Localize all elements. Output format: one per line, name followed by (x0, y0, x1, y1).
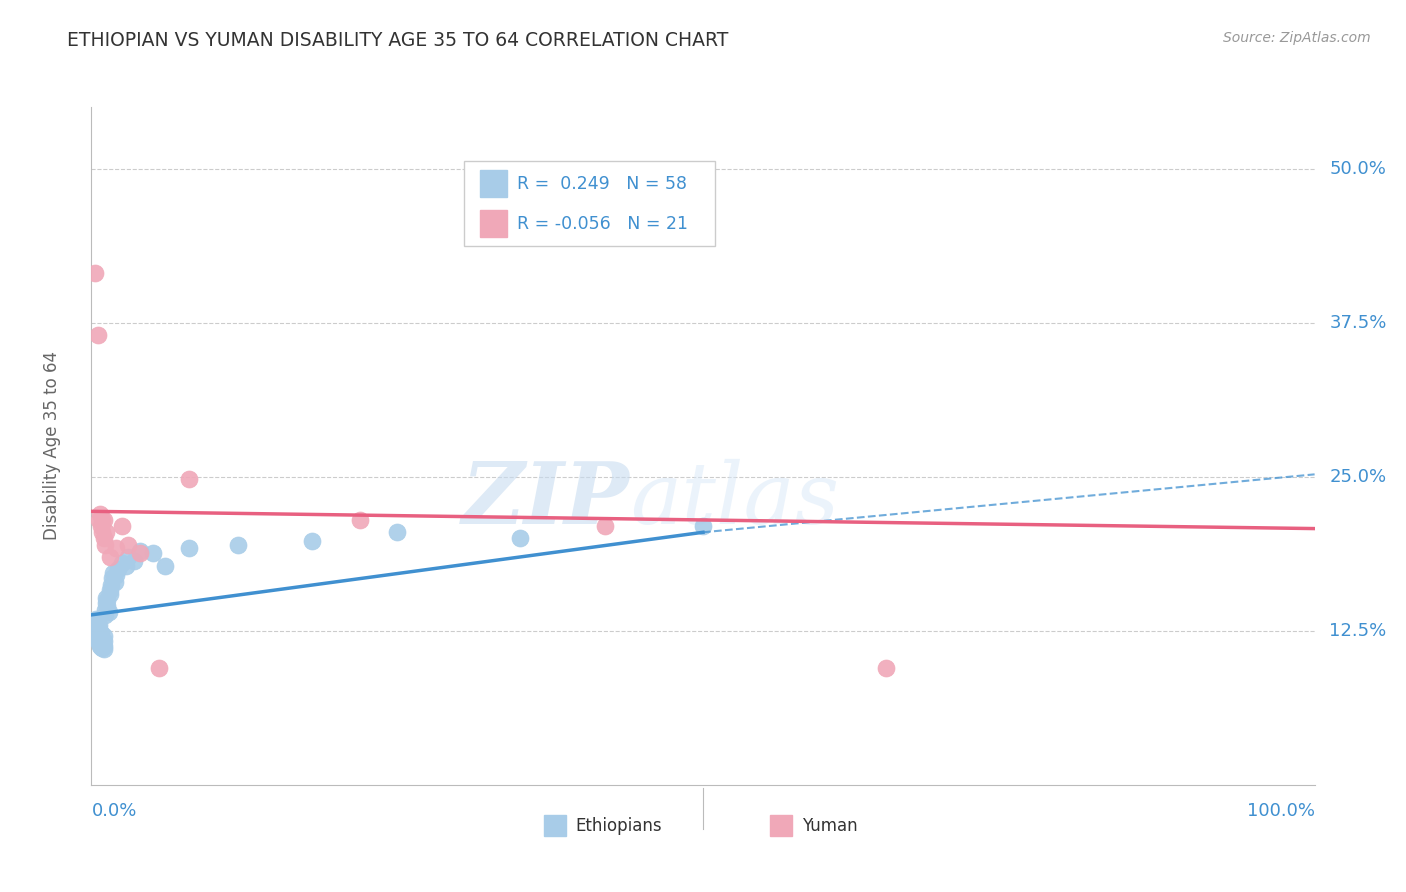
Text: Yuman: Yuman (801, 817, 858, 835)
Point (96, 593, 118, 607)
Point (349, 513, 371, 527)
Point (91, 525, 114, 540)
Point (98, 587, 121, 601)
Point (179, 472, 201, 486)
Point (93, 639, 115, 653)
Point (226, 538, 249, 552)
Point (90, 636, 112, 650)
Point (93, 513, 115, 527)
Point (91, 632, 114, 647)
Point (122, 554, 145, 568)
Bar (481, 170, 508, 197)
Point (179, 541, 201, 556)
Point (875, 661, 898, 675)
Point (114, 558, 136, 573)
Point (84, 620, 107, 634)
Point (91, 637, 114, 651)
Point (84, 611, 107, 625)
Text: 100.0%: 100.0% (1247, 802, 1315, 820)
Text: atlas: atlas (630, 458, 839, 541)
Point (90, 626, 112, 640)
Point (94, 538, 117, 552)
Point (87, 623, 110, 637)
Point (87, 617, 110, 632)
Point (87, 513, 110, 527)
Point (129, 543, 152, 558)
Point (91, 641, 114, 656)
Point (141, 546, 163, 560)
Point (84, 615, 107, 630)
Point (97, 606, 120, 620)
Point (100, 578, 122, 592)
Point (90, 632, 112, 646)
Point (89, 639, 111, 653)
Text: 50.0%: 50.0% (1329, 160, 1386, 178)
Point (84, 624, 107, 638)
Point (86, 632, 108, 647)
Point (103, 566, 125, 580)
Point (96, 599, 118, 614)
FancyBboxPatch shape (464, 161, 716, 246)
Point (593, 519, 616, 533)
Point (153, 558, 176, 573)
Point (89, 635, 111, 649)
Point (90, 519, 112, 533)
Text: R =  0.249   N = 58: R = 0.249 N = 58 (517, 175, 688, 193)
Point (94, 595, 117, 609)
Point (90, 640, 112, 654)
Point (93, 532, 115, 546)
Point (117, 538, 139, 552)
Point (86, 630, 108, 644)
Point (117, 549, 139, 564)
Point (89, 625, 111, 640)
Point (94, 591, 117, 605)
Point (84, 267, 107, 281)
Text: 37.5%: 37.5% (1329, 314, 1386, 332)
Point (86, 620, 108, 634)
Point (93, 633, 115, 648)
Point (104, 541, 127, 556)
Point (107, 562, 129, 576)
Point (93, 629, 115, 643)
Point (111, 556, 134, 570)
Bar (770, 815, 793, 836)
Point (129, 546, 152, 560)
Text: 12.5%: 12.5% (1329, 622, 1386, 640)
Point (91, 513, 114, 527)
Text: Source: ZipAtlas.com: Source: ZipAtlas.com (1223, 31, 1371, 45)
Point (98, 549, 121, 564)
Point (148, 661, 170, 675)
Point (94, 607, 117, 622)
Point (104, 568, 127, 582)
Text: ZIP: ZIP (461, 458, 630, 542)
Bar (481, 211, 508, 237)
Text: ETHIOPIAN VS YUMAN DISABILITY AGE 35 TO 64 CORRELATION CHART: ETHIOPIAN VS YUMAN DISABILITY AGE 35 TO … (67, 31, 728, 50)
Point (89, 507, 111, 521)
Point (86, 624, 108, 638)
Point (86, 328, 108, 343)
Point (94, 525, 117, 540)
Point (692, 519, 714, 533)
Point (111, 519, 134, 533)
Text: 25.0%: 25.0% (1329, 467, 1386, 486)
Text: R = -0.056   N = 21: R = -0.056 N = 21 (517, 215, 688, 233)
Text: 0.0%: 0.0% (91, 802, 136, 820)
Point (104, 574, 127, 589)
Point (84, 627, 107, 641)
Point (87, 636, 110, 650)
Point (94, 603, 117, 617)
Point (89, 630, 111, 644)
Text: Ethiopians: Ethiopians (576, 817, 662, 835)
Point (509, 532, 531, 546)
Point (385, 525, 409, 540)
Text: Disability Age 35 to 64: Disability Age 35 to 64 (44, 351, 62, 541)
Point (301, 533, 323, 548)
Point (87, 632, 110, 647)
Bar (544, 815, 567, 836)
Point (83, 617, 105, 632)
Point (87, 627, 110, 641)
Point (101, 571, 124, 585)
Point (98, 583, 121, 598)
Point (93, 642, 115, 657)
